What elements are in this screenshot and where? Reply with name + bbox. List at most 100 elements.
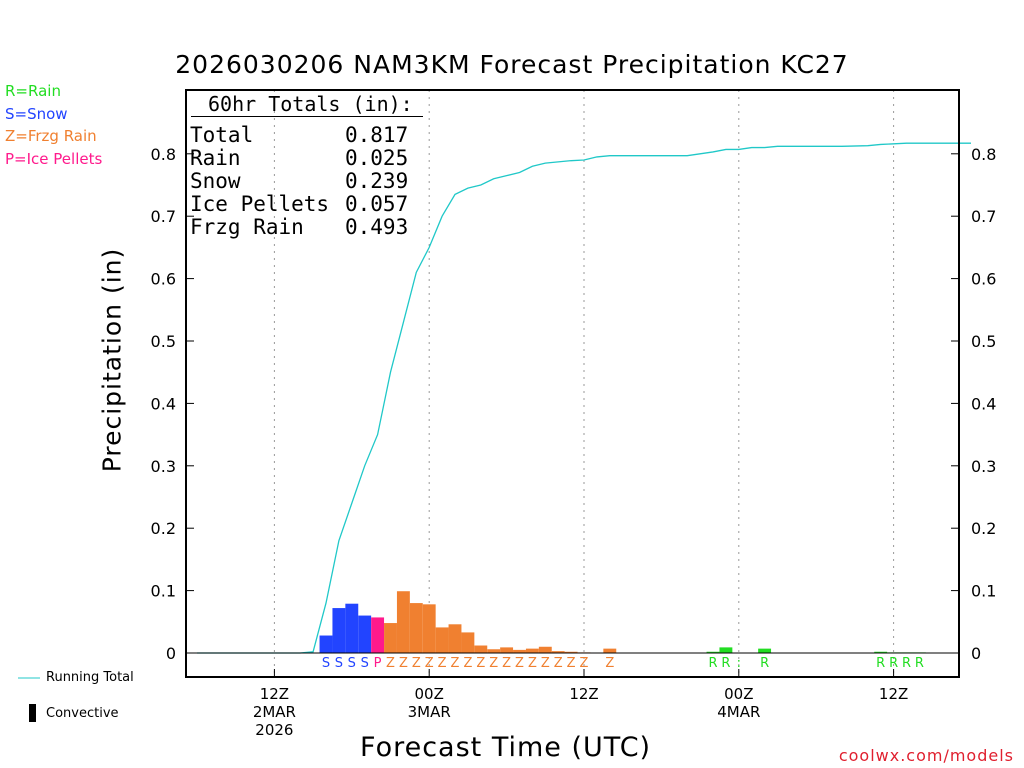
precip-type-label: R	[708, 656, 717, 671]
y-tick-label-left: 0.6	[151, 270, 176, 289]
credit-link[interactable]: coolwx.com/models	[838, 746, 1014, 765]
precip-bar	[409, 603, 423, 653]
totals-value-ice: 0.057	[345, 192, 409, 216]
x-tick-label: 12Z	[569, 685, 598, 703]
y-tick-label-right: 0.2	[971, 519, 996, 538]
y-axis-title: Precipitation (in)	[97, 247, 127, 473]
precip-type-label: Z	[425, 656, 434, 671]
precip-bar	[448, 624, 462, 653]
x-tick-label: 2026	[255, 721, 293, 739]
precip-bar	[474, 645, 488, 653]
y-tick-label-left: 0.7	[151, 207, 176, 226]
precip-bar	[719, 647, 733, 653]
precip-type-label: P	[374, 656, 382, 671]
precip-type-label: R	[876, 656, 885, 671]
precip-type-label: Z	[386, 656, 395, 671]
totals-value-rain: 0.025	[345, 146, 409, 170]
y-tick-label-right: 0.4	[971, 394, 996, 413]
precip-bar	[706, 651, 720, 653]
precip-type-label: Z	[502, 656, 511, 671]
precip-bar	[874, 651, 888, 653]
precip-bar	[358, 615, 372, 653]
totals-label-frzg: Frzg Rain	[190, 215, 304, 239]
totals-label-snow: Snow	[190, 169, 241, 193]
y-tick-label-left: 0.2	[151, 519, 176, 538]
precip-bar	[603, 648, 617, 653]
convective-legend-label: Convective	[46, 706, 119, 721]
precip-type-label: Z	[438, 656, 447, 671]
axes: 0 0 0.1 0.1 0.2 0.2 0.3 0.3 0.4 0.4 0.5 0.5 0.6 0.6 0.…	[151, 89, 996, 739]
precip-bar	[319, 635, 333, 653]
precip-bar	[758, 648, 772, 653]
totals-value-frzg: 0.493	[345, 215, 409, 239]
precip-type-label: R	[721, 656, 730, 671]
precip-type-label: Z	[463, 656, 472, 671]
precip-bar	[332, 608, 346, 653]
y-tick-label-right: 0.3	[971, 457, 996, 476]
y-tick-label-right: 0.8	[971, 145, 996, 164]
precip-bar	[435, 627, 449, 653]
legend-key-ice: P=Ice Pellets	[5, 150, 103, 168]
y-tick-label-left: 0.8	[151, 145, 176, 164]
y-tick-label-left: 0.5	[151, 332, 176, 351]
totals-value-total: 0.817	[345, 123, 409, 147]
precip-type-label: Z	[399, 656, 408, 671]
precip-type-label: R	[902, 656, 911, 671]
precip-type-label: Z	[489, 656, 498, 671]
precip-type-label: S	[335, 656, 343, 671]
x-tick-label: 12Z	[260, 685, 289, 703]
y-tick-label-left: 0.4	[151, 394, 176, 413]
legend-key-frzg: Z=Frzg Rain	[5, 127, 97, 145]
precip-bar	[500, 647, 514, 653]
precip-bar	[551, 651, 565, 653]
y-tick-label-left: 0.1	[151, 582, 176, 601]
legend-key-snow: S=Snow	[5, 105, 68, 123]
y-tick-label-right: 0.5	[971, 332, 996, 351]
precip-type-label: Z	[554, 656, 563, 671]
precip-type-label: Z	[528, 656, 537, 671]
precip-bar	[525, 648, 539, 653]
y-tick-label-right: 0.7	[971, 207, 996, 226]
y-tick-label-left: 0.3	[151, 457, 176, 476]
running-total-series	[197, 142, 971, 654]
precip-bar	[487, 649, 501, 653]
precip-type-label: Z	[580, 656, 589, 671]
legend-key-rain: R=Rain	[5, 82, 61, 100]
totals-label-total: Total	[190, 123, 254, 147]
y-tick-label-right: 0.1	[971, 582, 996, 601]
precip-bar	[422, 604, 436, 653]
convective-legend-swatch	[29, 704, 36, 722]
totals-value-snow: 0.239	[345, 169, 409, 193]
precip-bar	[371, 617, 385, 653]
chart-title: 2026030206 NAM3KM Forecast Precipitation…	[175, 50, 849, 79]
precip-bar	[513, 649, 526, 653]
precip-type-label: S	[322, 656, 330, 671]
precip-type-label: Z	[541, 656, 550, 671]
running-total-legend-label: Running Total	[46, 670, 134, 685]
plot-frame	[185, 89, 960, 678]
precip-type-label: R	[889, 656, 898, 671]
precip-type-label: Z	[412, 656, 421, 671]
x-tick-label: 4MAR	[717, 703, 760, 721]
precip-type-label: :	[737, 656, 741, 671]
x-tick-label: 00Z	[415, 685, 444, 703]
totals-heading: 60hr Totals (in):	[208, 92, 413, 116]
x-tick-label: 12Z	[879, 685, 908, 703]
precip-bar	[396, 591, 410, 653]
precip-bar	[461, 632, 475, 653]
x-tick-label: 3MAR	[408, 703, 451, 721]
precip-bars	[319, 591, 926, 654]
precip-type-label: R	[760, 656, 769, 671]
x-axis-title: Forecast Time (UTC)	[360, 732, 652, 763]
precip-type-label: Z	[515, 656, 524, 671]
precip-type-label: Z	[451, 656, 460, 671]
precip-bar	[345, 603, 359, 653]
totals-label-ice: Ice Pellets	[190, 192, 330, 216]
y-tick-label-right: 0.6	[971, 270, 996, 289]
totals-label-rain: Rain	[190, 146, 241, 170]
precip-bar	[538, 646, 552, 653]
running-total-line	[197, 142, 971, 654]
y-tick-label-left: 0	[166, 644, 176, 663]
